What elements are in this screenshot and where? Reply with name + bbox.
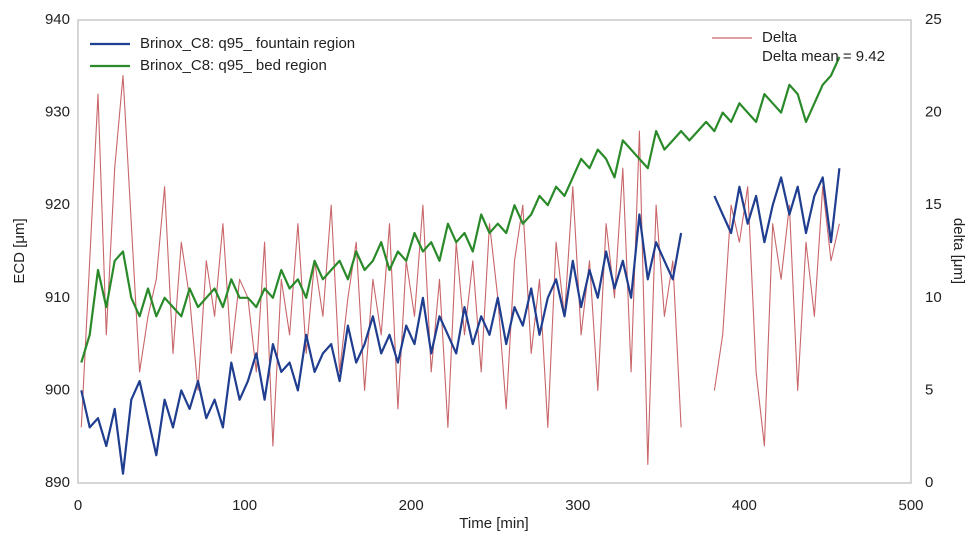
y-tick-label: 910 — [45, 289, 70, 306]
y-tick-label: 890 — [45, 474, 70, 491]
series-line — [80, 56, 841, 363]
legend-label: Brinox_C8: q95_ bed region — [140, 57, 327, 74]
y2-tick-label: 20 — [925, 104, 942, 121]
y-tick-label: 900 — [45, 381, 70, 398]
y-axis-label: ECD [μm] — [11, 218, 28, 283]
y2-axis-label: delta [μm] — [950, 218, 967, 284]
x-tick-label: 500 — [898, 497, 923, 514]
y2-tick-label: 25 — [925, 11, 942, 28]
y2-tick-label: 15 — [925, 196, 942, 213]
y-tick-label: 920 — [45, 196, 70, 213]
y2-tick-label: 5 — [925, 381, 933, 398]
x-tick-label: 400 — [732, 497, 757, 514]
x-tick-label: 200 — [399, 497, 424, 514]
x-axis-label: Time [min] — [459, 515, 528, 532]
x-tick-label: 100 — [232, 497, 257, 514]
legend-label: Brinox_C8: q95_ fountain region — [140, 35, 355, 52]
x-tick-label: 0 — [74, 497, 82, 514]
y2-tick-label: 0 — [925, 474, 933, 491]
series-line — [80, 168, 841, 475]
x-tick-label: 300 — [565, 497, 590, 514]
annotation: Delta mean = 9.42 — [762, 48, 885, 65]
y2-tick-label: 10 — [925, 289, 942, 306]
series-line — [80, 75, 840, 466]
y-tick-label: 940 — [45, 11, 70, 28]
legend-label: Delta — [762, 29, 798, 46]
plot-frame — [77, 19, 912, 484]
y-tick-label: 930 — [45, 104, 70, 121]
